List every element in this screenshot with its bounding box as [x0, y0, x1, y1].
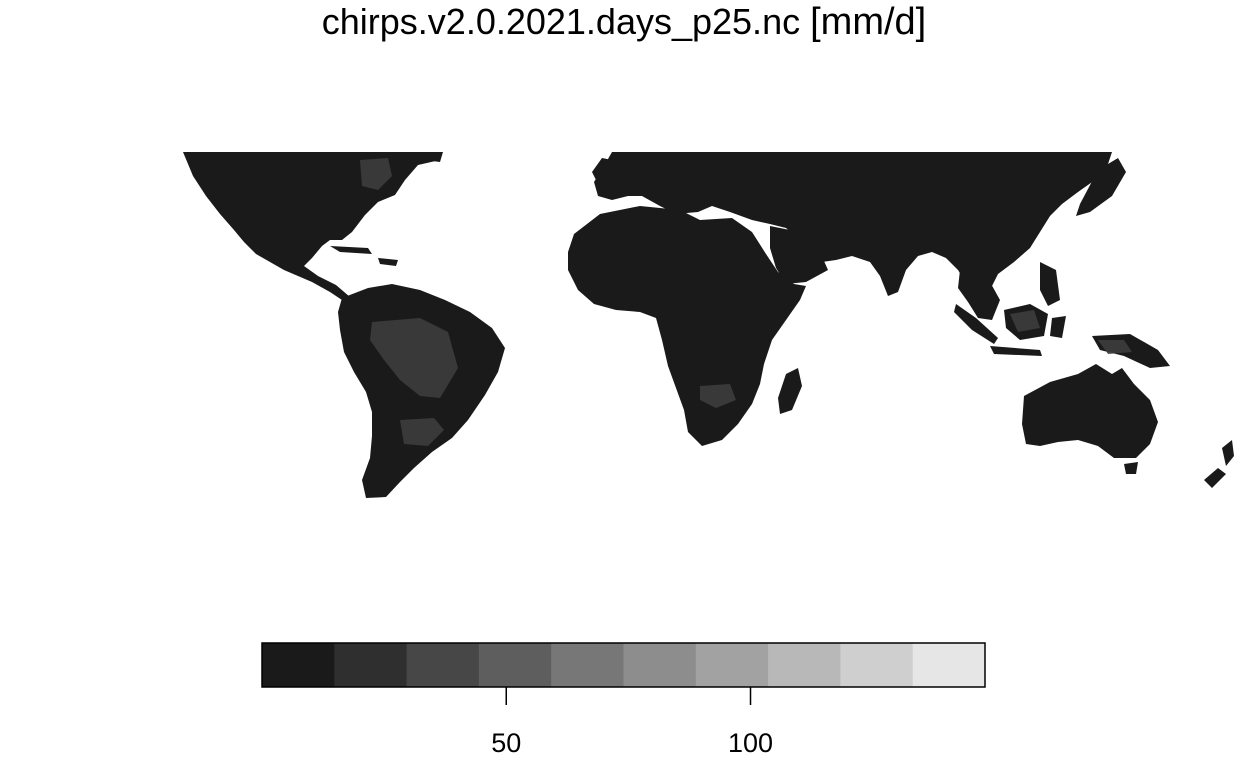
java	[990, 346, 1042, 356]
legend-bin	[262, 643, 335, 687]
legend-bin	[334, 643, 408, 687]
legend-bin	[478, 643, 552, 687]
legend-bin	[768, 643, 841, 687]
uk	[592, 158, 612, 184]
caribbean-islands	[330, 246, 372, 254]
legend-bin	[695, 643, 769, 687]
tasmania	[1124, 462, 1138, 474]
legend-frame	[261, 642, 986, 688]
wet-regions	[360, 158, 1132, 446]
title-text: chirps.v2.0.2021.days_p25.nc	[321, 1, 801, 42]
legend-bins	[262, 643, 986, 687]
sumatra	[954, 304, 998, 344]
sulawesi	[1050, 316, 1066, 338]
legend-bin	[623, 643, 697, 687]
japan	[1076, 158, 1126, 216]
legend-bin	[406, 643, 480, 687]
madagascar	[778, 368, 802, 414]
legend-tick-label: 50	[491, 728, 522, 758]
legend-ticks	[505, 687, 752, 705]
philippines	[1040, 262, 1060, 306]
legend-bin	[551, 643, 624, 687]
arabia	[770, 226, 828, 284]
eurasia	[594, 152, 1112, 296]
greenland-edge	[418, 152, 443, 162]
world-precipitation-map	[183, 152, 1234, 498]
indochina	[958, 270, 1000, 320]
legend-bin	[840, 643, 914, 687]
australia	[1022, 364, 1158, 458]
map-title: chirps.v2.0.2021.days_p25.nc [mm/d]	[0, 0, 1248, 44]
new-zealand	[1222, 440, 1234, 466]
title-unit: [mm/d]	[810, 1, 927, 43]
legend-tick-label: 100	[727, 728, 774, 758]
africa	[568, 206, 806, 446]
legend-bin	[912, 643, 986, 687]
